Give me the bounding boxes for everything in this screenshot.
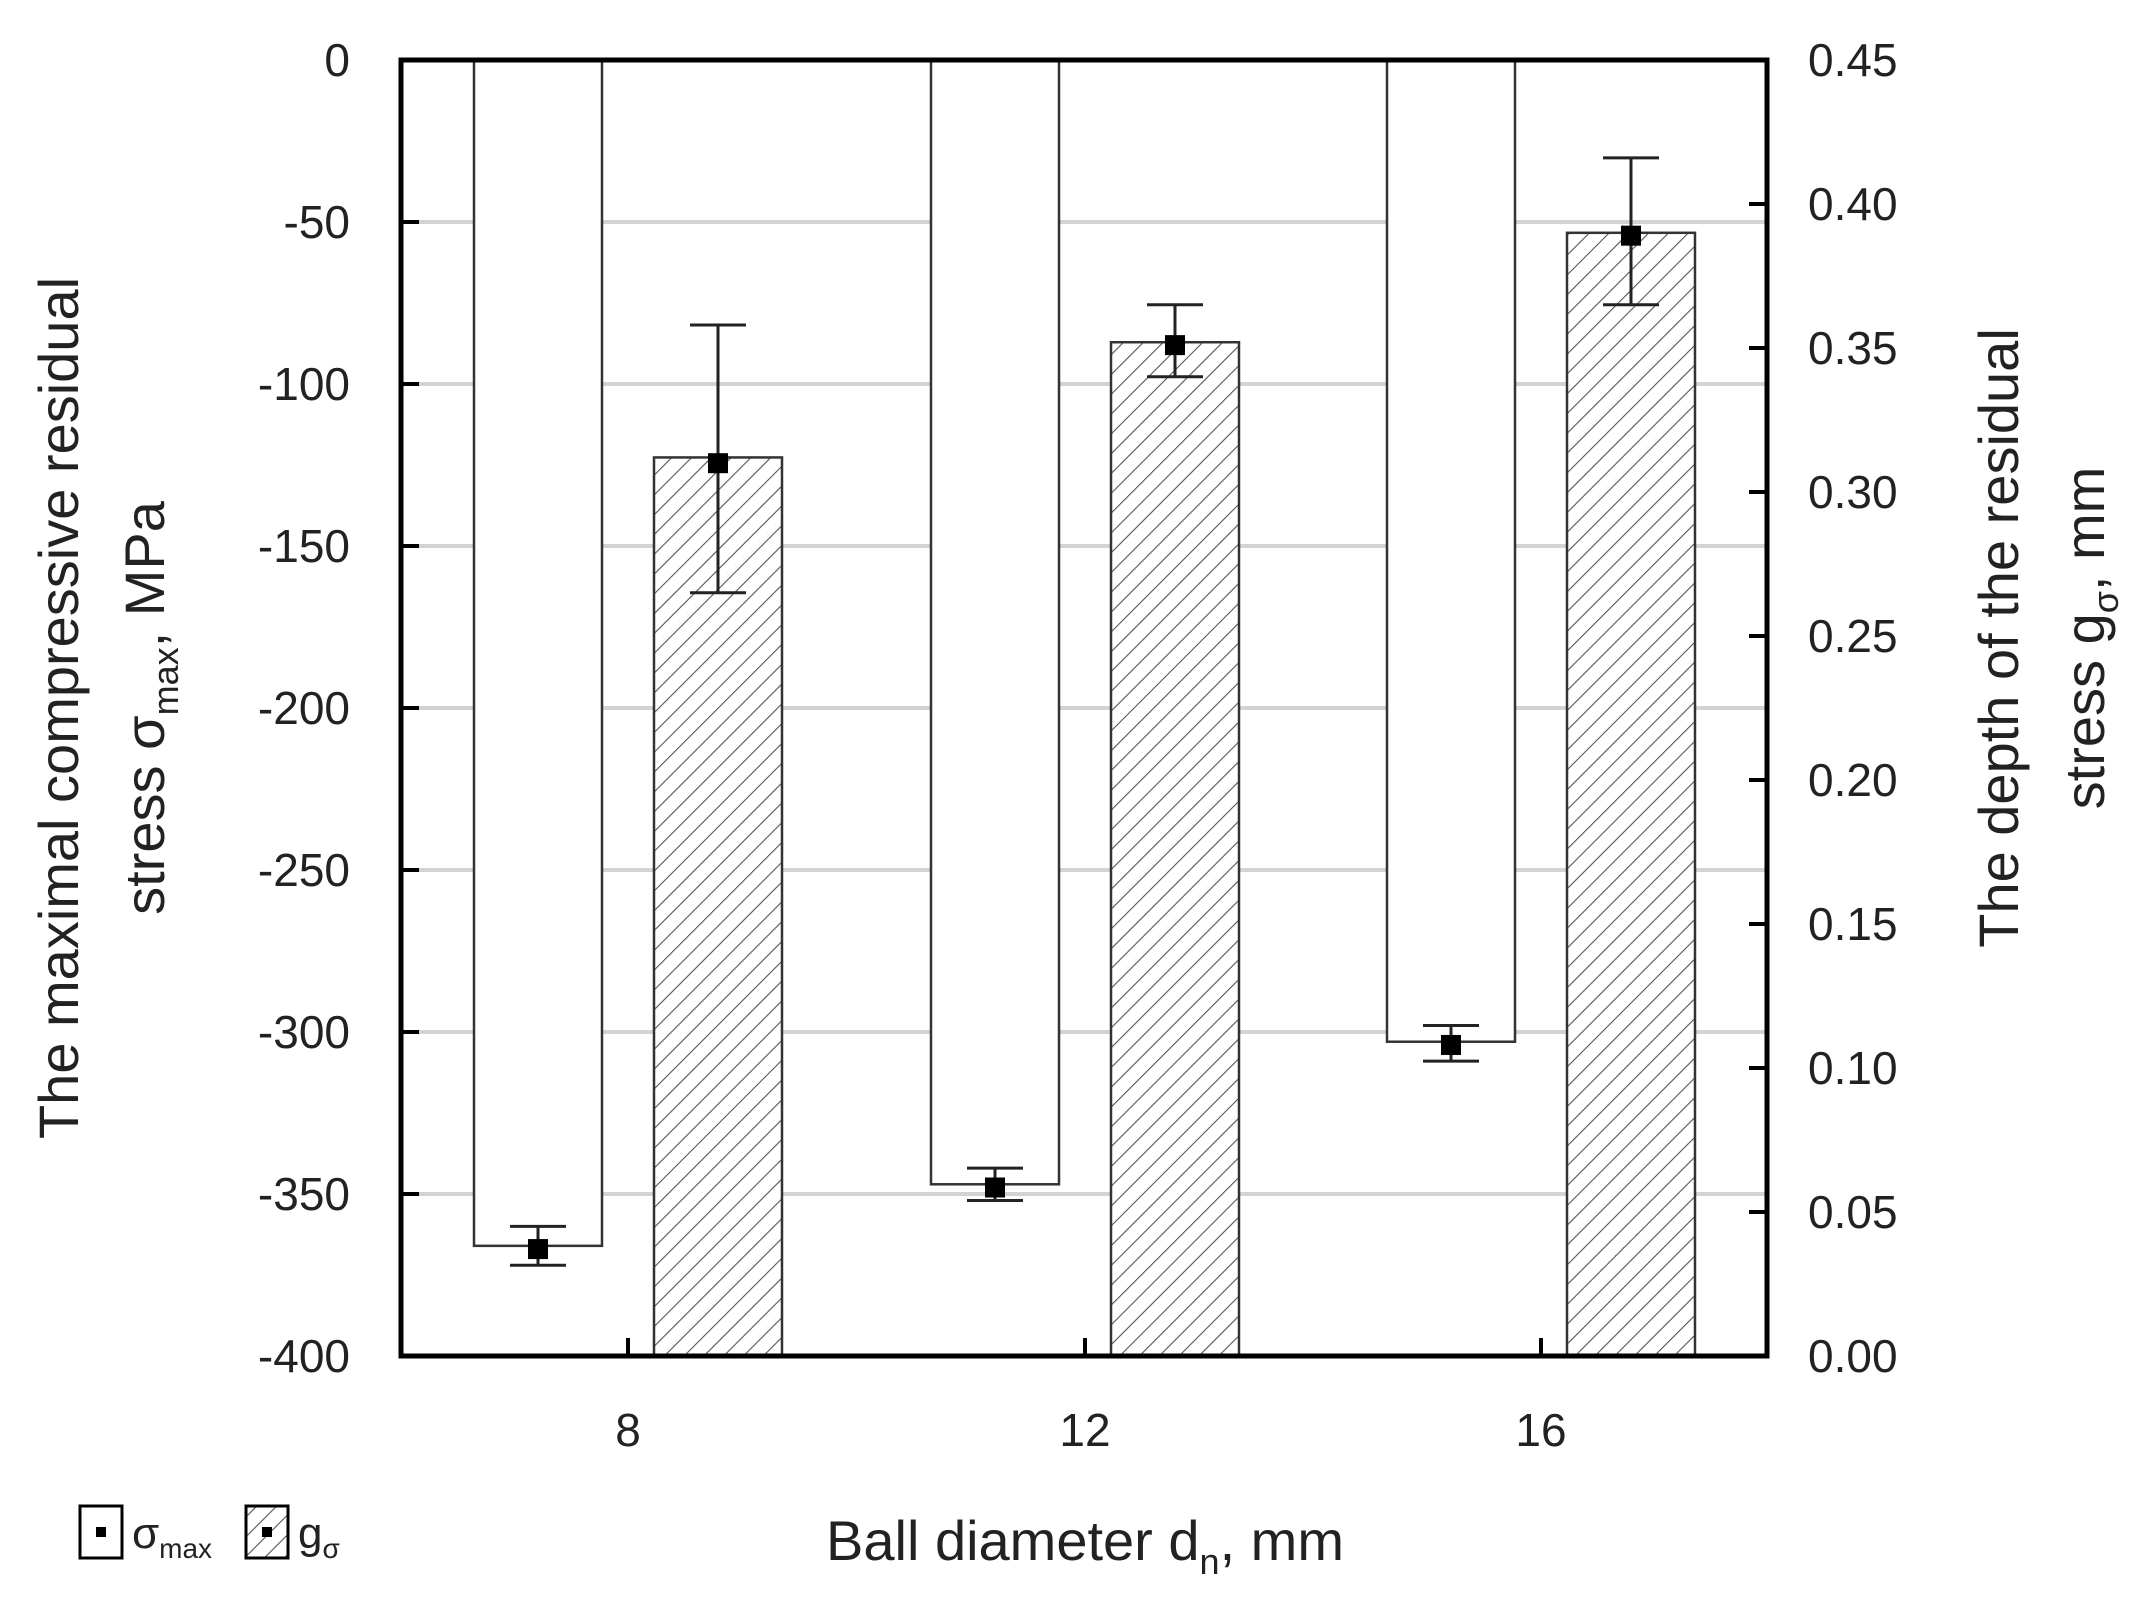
legend-label-g-main: g	[298, 1509, 322, 1558]
right-tick-label-3: 0.15	[1808, 898, 1898, 950]
left-axis-title-line2: stress σmax, MPa	[113, 500, 186, 915]
legend-label-sigma-sub: max	[159, 1533, 212, 1564]
right-tick-label-9: 0.45	[1808, 34, 1898, 86]
point-sigma-12	[985, 1177, 1005, 1198]
x-axis-title-suffix: , mm	[1220, 1509, 1344, 1572]
left-axis-title-sub: max	[145, 647, 186, 715]
left-tick-label-6: -300	[258, 1006, 350, 1058]
right-axis-title-post: , mm	[2053, 467, 2116, 591]
right-axis-title-line2: stress gσ, mm	[2053, 467, 2126, 810]
point-sigma-8	[528, 1239, 548, 1260]
point-sigma-16	[1441, 1034, 1461, 1055]
right-axis-title: The depth of the residual stress gσ, mm	[1967, 328, 2126, 948]
grid-lines	[401, 220, 1767, 1196]
right-tick-label-7: 0.35	[1808, 322, 1898, 374]
left-tick-label-1: -50	[284, 196, 350, 248]
x-axis-title: Ball diameter dn, mm	[826, 1509, 1344, 1582]
right-tick-label-8: 0.40	[1808, 178, 1898, 230]
legend-marker-g	[262, 1527, 272, 1537]
x-axis-title-main: Ball diameter d	[826, 1509, 1200, 1572]
left-axis-title-post: , MPa	[113, 500, 176, 647]
bar-sigma-16	[1385, 60, 1517, 1043]
right-axis-title-pre: stress g	[2053, 613, 2116, 809]
right-tick-label-6: 0.30	[1808, 466, 1898, 518]
left-axis-title-line1: The maximal compressive residual	[27, 277, 90, 1139]
legend-label-g-sub: σ	[322, 1533, 339, 1564]
right-tick-label-1: 0.05	[1808, 1186, 1898, 1238]
legend: σmax gσ	[78, 1504, 340, 1564]
point-g-8	[708, 453, 728, 474]
right-tick-label-2: 0.10	[1808, 1042, 1898, 1094]
right-axis-title-line1: The depth of the residual	[1967, 328, 2030, 948]
right-axis-title-sub: σ	[2085, 591, 2126, 613]
left-tick-label-4: -200	[258, 682, 350, 734]
legend-label-sigma-main: σ	[132, 1509, 159, 1558]
legend-swatch-sigma	[78, 1504, 124, 1560]
error-bars	[510, 156, 1659, 1267]
x-tick-label-0: 8	[615, 1404, 641, 1456]
left-tick-label-3: -150	[258, 520, 350, 572]
bar-sigma-8	[472, 60, 604, 1248]
bar-g-16	[1565, 231, 1697, 1356]
point-g-16	[1621, 225, 1641, 246]
left-axis-title: The maximal compressive residual stress …	[27, 277, 186, 1139]
left-tick-label-7: -350	[258, 1168, 350, 1220]
legend-marker-sigma	[96, 1527, 106, 1537]
x-tick-label-1: 12	[1059, 1404, 1110, 1456]
axis-ticks: 0 -50 -100 -150 -200 -250 -300 -350 -400 0.00 0.05…	[258, 34, 1898, 1456]
left-tick-label-8: -400	[258, 1330, 350, 1382]
left-tick-label-0: 0	[324, 34, 350, 86]
right-tick-label-0: 0.00	[1808, 1330, 1898, 1382]
x-tick-label-2: 16	[1515, 1404, 1566, 1456]
right-tick-label-4: 0.20	[1808, 754, 1898, 806]
legend-label-sigma: σmax	[132, 1509, 212, 1564]
point-g-12	[1165, 335, 1185, 356]
bar-sigma-12	[929, 60, 1061, 1186]
x-axis-title-sub: n	[1200, 1541, 1220, 1582]
left-tick-label-5: -250	[258, 844, 350, 896]
left-tick-label-2: -100	[258, 358, 350, 410]
right-tick-label-5: 0.25	[1808, 610, 1898, 662]
legend-label-g: gσ	[298, 1509, 340, 1564]
left-axis-title-pre: stress σ	[113, 715, 176, 914]
bar-g-12	[1109, 340, 1241, 1356]
